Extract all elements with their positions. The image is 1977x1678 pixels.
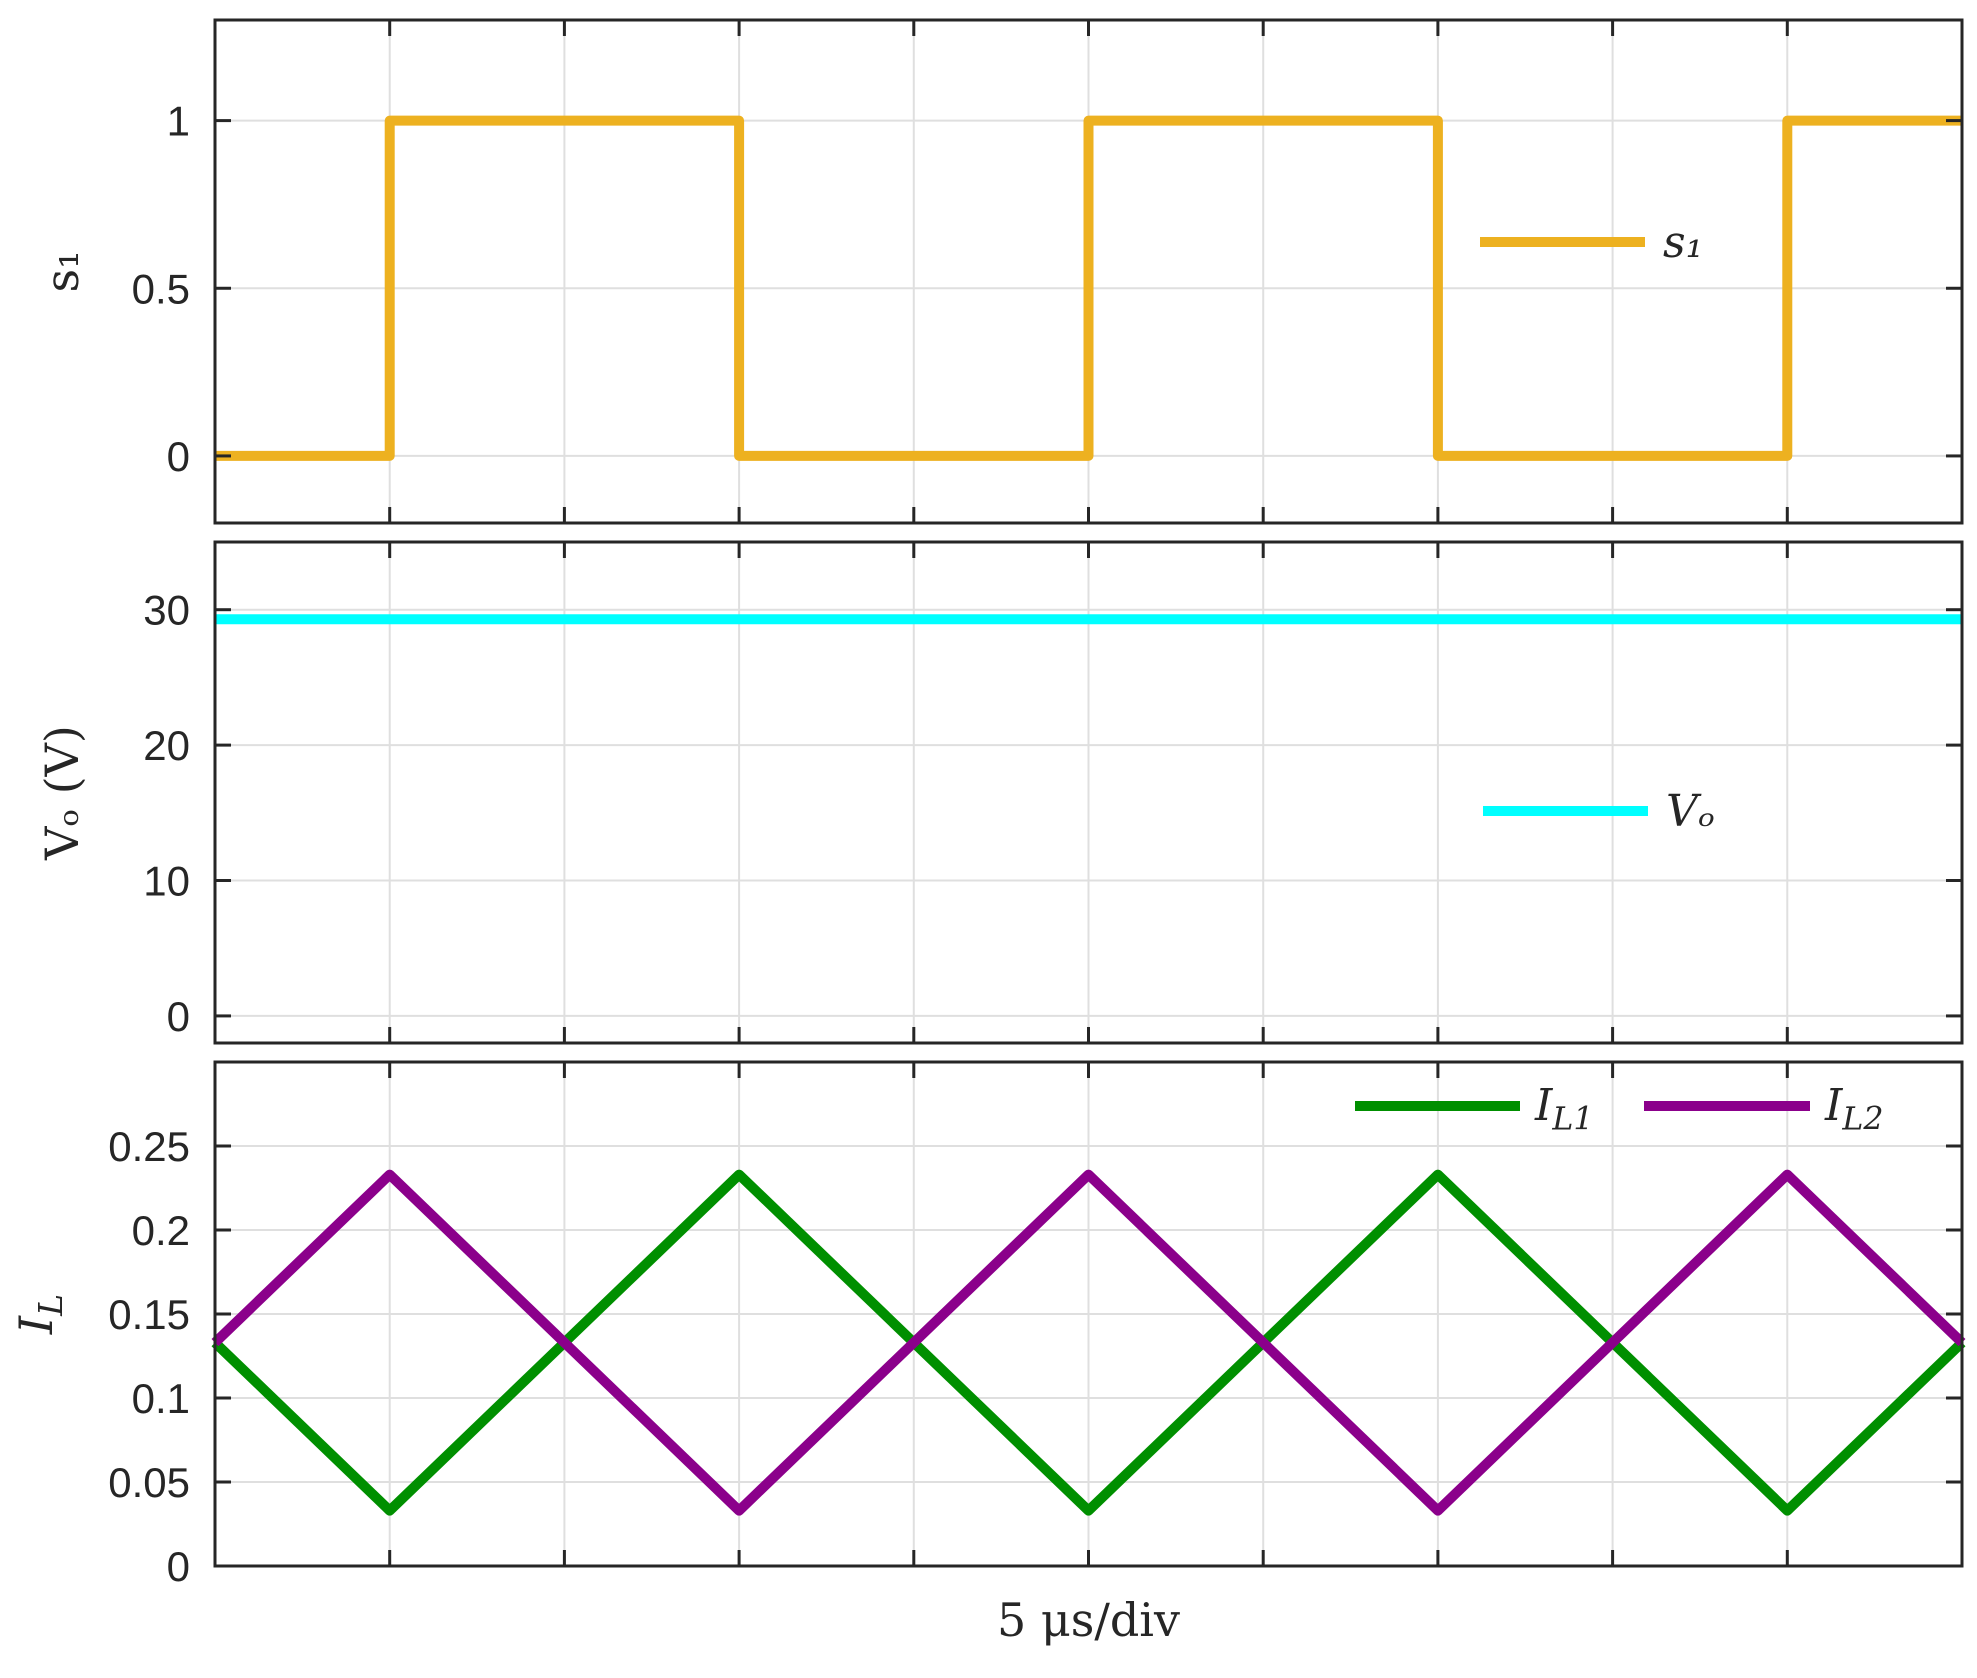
y-tick-label: 0.2 (132, 1207, 190, 1254)
y-axis-label: IL (9, 1294, 70, 1335)
y-tick-label: 30 (143, 587, 190, 634)
y-tick-label: 0.25 (108, 1123, 190, 1170)
y-tick-label: 0.1 (132, 1375, 190, 1422)
y-axis-label: Vₒ (V) (35, 725, 89, 861)
series-line-il-0 (211, 1169, 1966, 1516)
y-tick-label: 0.05 (108, 1459, 190, 1506)
y-tick-label: 1 (167, 98, 190, 145)
x-axis-label: 5 μs/div (997, 1593, 1180, 1647)
panel-vo: 0 10 20 30 Vₒ (V) Vₒ (35, 540, 1964, 1045)
legend-label: Vₒ (1666, 786, 1715, 837)
panel-s1: 0 0.5 1 s₁ s₁ (35, 18, 1964, 525)
legend-label: IL1 (1534, 1080, 1594, 1138)
y-tick-label: 0 (167, 993, 190, 1040)
legend-s1: s₁ (1480, 217, 1703, 268)
legend-label: IL2 (1824, 1080, 1884, 1138)
panel-il: 0 0.05 0.1 0.15 0.2 0.25 IL IL1 IL2 5 μs/div (9, 1060, 1966, 1647)
y-tick-label: 0.15 (108, 1291, 190, 1338)
y-axis-label: s₁ (35, 250, 89, 292)
legend-label: s₁ (1663, 217, 1703, 268)
y-tick-label: 20 (143, 722, 190, 769)
y-tick-label: 0 (167, 1543, 190, 1590)
grid-vo (215, 542, 1962, 1043)
y-tick-label: 10 (143, 858, 190, 905)
legend-vo: Vₒ (1483, 786, 1715, 837)
series-line-s1-0 (215, 115, 1962, 461)
grid-il (215, 1062, 1962, 1567)
legend-il: IL1 IL2 (1355, 1080, 1884, 1138)
y-tick-label: 0 (167, 433, 190, 480)
series-line-il-1 (211, 1169, 1966, 1516)
y-tick-label: 0.5 (132, 265, 190, 312)
